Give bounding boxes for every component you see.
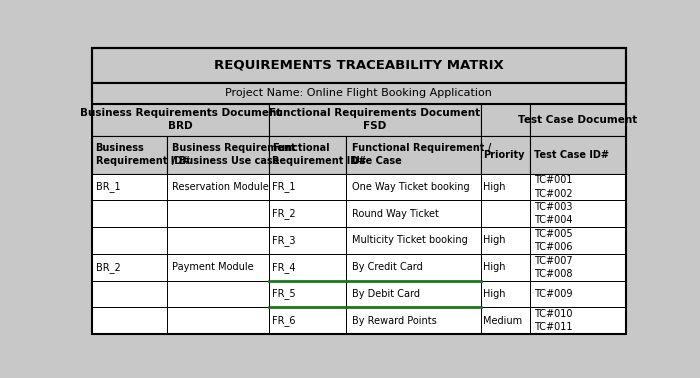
Bar (481, 280, 530, 307)
Text: Payment Module: Payment Module (172, 262, 253, 272)
Text: High: High (484, 262, 506, 272)
Bar (346, 254, 481, 280)
Text: BR_2: BR_2 (96, 262, 120, 273)
Bar (346, 174, 481, 200)
Text: TC#009: TC#009 (534, 289, 573, 299)
Text: FR_6: FR_6 (272, 315, 296, 326)
Text: Multicity Ticket booking: Multicity Ticket booking (353, 235, 468, 245)
Text: Business Requirements Document
BRD: Business Requirements Document BRD (80, 108, 281, 132)
Text: TC#005
TC#006: TC#005 TC#006 (534, 229, 573, 252)
Bar (346, 136, 481, 174)
Bar (92, 174, 167, 200)
Text: High: High (484, 289, 506, 299)
Text: Project Name: Online Flight Booking Application: Project Name: Online Flight Booking Appl… (225, 88, 492, 98)
Bar (269, 254, 346, 280)
Bar (269, 280, 346, 307)
Bar (346, 200, 481, 227)
Bar (167, 280, 269, 307)
Text: By Credit Card: By Credit Card (353, 262, 424, 272)
Text: Business
Requirement ID#: Business Requirement ID# (96, 143, 190, 166)
Bar (481, 307, 530, 334)
Bar (530, 174, 626, 200)
Bar (481, 174, 530, 200)
Text: By Debit Card: By Debit Card (353, 289, 421, 299)
Text: One Way Ticket booking: One Way Ticket booking (353, 182, 470, 192)
Bar (530, 136, 626, 174)
Text: TC#010
TC#011: TC#010 TC#011 (534, 309, 573, 332)
Bar (167, 200, 269, 227)
Bar (167, 254, 269, 280)
Bar (530, 307, 626, 334)
Text: FR_4: FR_4 (272, 262, 296, 273)
Text: Round Way Ticket: Round Way Ticket (353, 209, 440, 219)
Text: FR_3: FR_3 (272, 235, 296, 246)
Text: FR_2: FR_2 (272, 208, 296, 219)
Bar (269, 307, 346, 334)
Text: Business Requirement
/ Business Use case: Business Requirement / Business Use case (172, 143, 295, 166)
Text: Functional
Requirement ID#: Functional Requirement ID# (272, 143, 367, 166)
Bar (481, 254, 530, 280)
Text: By Reward Points: By Reward Points (353, 316, 438, 326)
Bar (346, 307, 481, 334)
Text: BR_1: BR_1 (96, 181, 120, 192)
Bar (481, 200, 530, 227)
Text: High: High (484, 182, 506, 192)
Bar (269, 136, 346, 174)
Bar (92, 104, 269, 136)
Bar (530, 104, 626, 136)
Text: FR_5: FR_5 (272, 288, 296, 299)
Text: Functional Requirement /
Use Case: Functional Requirement / Use Case (353, 143, 491, 166)
Bar (530, 200, 626, 227)
Text: High: High (484, 235, 506, 245)
Bar (346, 280, 481, 307)
Bar (481, 104, 530, 136)
Text: Test Case Document: Test Case Document (518, 115, 637, 125)
Text: TC#001
TC#002: TC#001 TC#002 (534, 175, 573, 198)
Text: Medium: Medium (484, 316, 522, 326)
Text: Priority: Priority (484, 150, 525, 160)
Bar (269, 227, 346, 254)
Bar (269, 104, 481, 136)
Bar (269, 200, 346, 227)
Text: REQUIREMENTS TRACEABILITY MATRIX: REQUIREMENTS TRACEABILITY MATRIX (214, 59, 503, 71)
Text: FR_1: FR_1 (272, 181, 296, 192)
Text: Test Case ID#: Test Case ID# (534, 150, 610, 160)
Bar (167, 227, 269, 254)
Bar (92, 136, 167, 174)
Bar (481, 227, 530, 254)
Bar (92, 280, 167, 307)
Bar (530, 280, 626, 307)
Text: Functional Requirements Document
FSD: Functional Requirements Document FSD (270, 108, 480, 132)
Bar (167, 307, 269, 334)
Bar (92, 200, 167, 227)
Text: TC#007
TC#008: TC#007 TC#008 (534, 256, 573, 279)
Bar (346, 227, 481, 254)
Bar (530, 254, 626, 280)
Text: Reservation Module: Reservation Module (172, 182, 268, 192)
Bar (269, 174, 346, 200)
Text: TC#003
TC#004: TC#003 TC#004 (534, 202, 573, 225)
Bar (92, 254, 167, 280)
Bar (167, 136, 269, 174)
Bar (530, 227, 626, 254)
Bar (92, 48, 626, 82)
Bar (92, 82, 626, 104)
Bar (481, 136, 530, 174)
Bar (167, 174, 269, 200)
Bar (92, 307, 167, 334)
Bar (92, 227, 167, 254)
